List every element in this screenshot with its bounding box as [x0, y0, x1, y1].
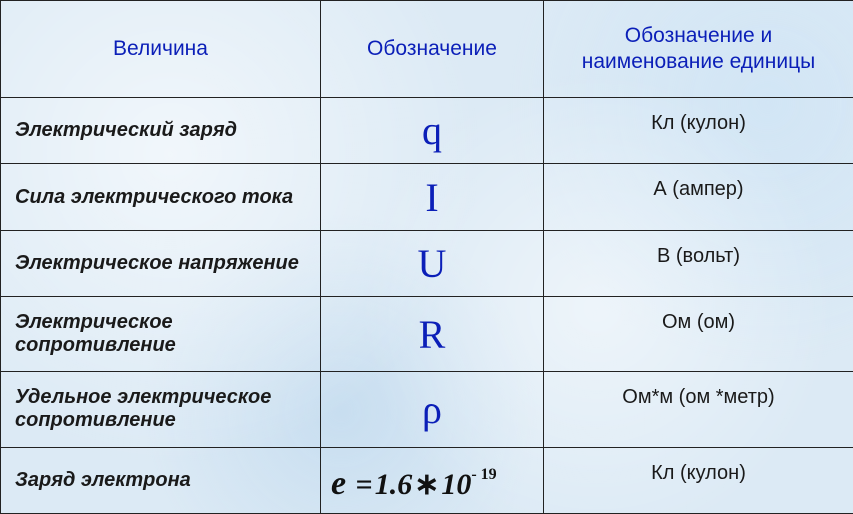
- table-row: Удельное электрическое сопротивлениеρОм*…: [1, 372, 853, 447]
- table-row: Электрическое сопротивлениеRОм (ом): [1, 297, 853, 372]
- table-header-row: Величина Обозначение Обозначение и наиме…: [1, 1, 853, 98]
- cell-symbol: q: [321, 98, 544, 164]
- cell-unit: Ом*м (ом *метр): [544, 372, 853, 447]
- cell-symbol: U: [321, 230, 544, 296]
- table-row: Сила электрического токаIА (ампер): [1, 164, 853, 230]
- cell-unit: Ом (ом): [544, 297, 853, 372]
- cell-quantity: Электрическое напряжение: [1, 230, 321, 296]
- physics-quantities-table: Величина Обозначение Обозначение и наиме…: [0, 0, 853, 514]
- table-body: Электрический зарядqКл (кулон)Сила элект…: [1, 98, 853, 514]
- table-row: Электрическое напряжениеUВ (вольт): [1, 230, 853, 296]
- cell-quantity: Удельное электрическое сопротивление: [1, 372, 321, 447]
- cell-quantity: Заряд электрона: [1, 447, 321, 513]
- header-symbol: Обозначение: [321, 1, 544, 98]
- cell-unit: Кл (кулон): [544, 98, 853, 164]
- table-row: Электрический зарядqКл (кулон): [1, 98, 853, 164]
- equation: e =1.6∗10- 19: [331, 467, 497, 501]
- cell-symbol: e =1.6∗10- 19: [321, 447, 544, 513]
- cell-quantity: Электрический заряд: [1, 98, 321, 164]
- header-unit: Обозначение и наименование единицы: [544, 1, 853, 98]
- cell-unit: В (вольт): [544, 230, 853, 296]
- cell-quantity: Электрическое сопротивление: [1, 297, 321, 372]
- cell-unit: Кл (кулон): [544, 447, 853, 513]
- cell-unit: А (ампер): [544, 164, 853, 230]
- cell-symbol: R: [321, 297, 544, 372]
- cell-symbol: ρ: [321, 372, 544, 447]
- cell-quantity: Сила электрического тока: [1, 164, 321, 230]
- header-quantity: Величина: [1, 1, 321, 98]
- cell-symbol: I: [321, 164, 544, 230]
- table-row: Заряд электрона e =1.6∗10- 19 Кл (кулон): [1, 447, 853, 513]
